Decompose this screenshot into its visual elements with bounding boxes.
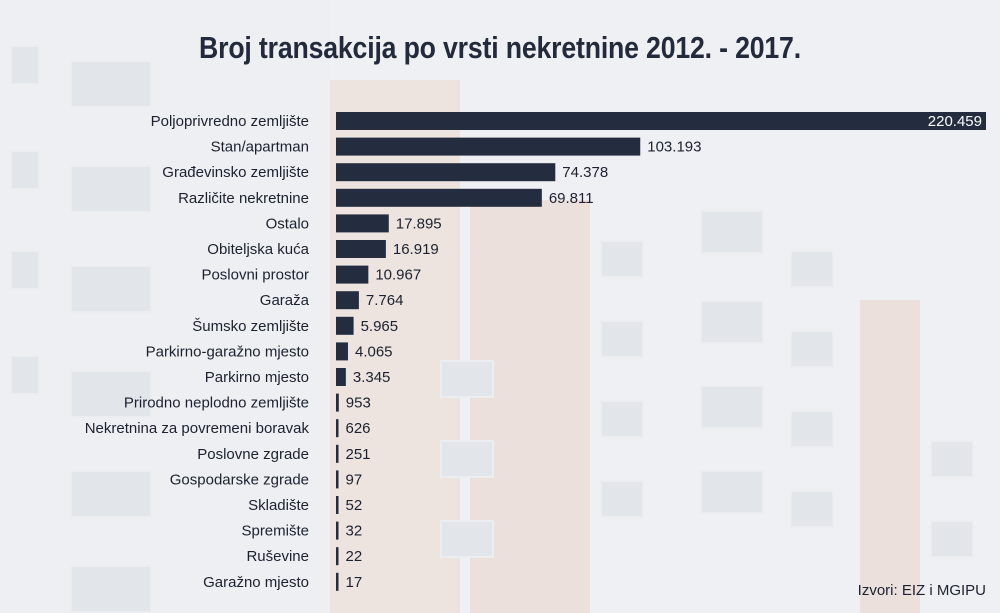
chart-title: Broj transakcija po vrsti nekretnine 201… <box>199 30 801 65</box>
category-label: Obiteljska kuća <box>207 241 309 258</box>
bar <box>336 496 339 514</box>
value-label: 4.065 <box>355 343 393 360</box>
category-label: Gospodarske zgrade <box>170 471 309 488</box>
bar <box>336 240 386 258</box>
value-label: 16.919 <box>393 241 439 258</box>
category-label: Ruševine <box>246 548 309 565</box>
category-label: Nekretnina za povremeni boravak <box>85 420 310 437</box>
category-label: Spremište <box>241 523 309 540</box>
bar <box>336 470 339 489</box>
value-label: 953 <box>346 395 371 412</box>
bar <box>336 419 339 438</box>
category-label: Poljoprivredno zemljište <box>151 113 309 130</box>
value-label: 7.764 <box>366 292 404 309</box>
value-label: 5.965 <box>361 318 399 335</box>
category-label: Skladište <box>248 497 309 514</box>
category-label: Građevinsko zemljište <box>162 164 309 181</box>
category-label: Ostalo <box>266 215 309 232</box>
category-label: Poslovne zgrade <box>197 446 309 463</box>
bar <box>336 342 348 361</box>
category-label: Različite nekretnine <box>178 190 309 207</box>
bar <box>336 265 369 284</box>
value-label: 97 <box>346 471 363 488</box>
bar <box>336 547 339 566</box>
value-label: 626 <box>346 420 371 437</box>
bar <box>336 112 986 130</box>
value-label: 22 <box>346 548 363 565</box>
source-note: Izvori: EIZ i MGIPU <box>857 582 986 599</box>
value-label: 52 <box>346 497 363 514</box>
bar <box>336 214 389 233</box>
bar <box>336 572 339 591</box>
bar <box>336 163 556 182</box>
bar <box>336 368 346 386</box>
value-label: 10.967 <box>375 267 421 284</box>
bar <box>336 521 339 540</box>
category-label: Garaža <box>260 292 310 309</box>
category-label: Prirodno neplodno zemljište <box>124 395 309 412</box>
value-label: 3.345 <box>353 369 391 386</box>
value-label: 251 <box>346 446 371 463</box>
value-label: 32 <box>346 523 363 540</box>
value-label: 220.459 <box>928 113 982 130</box>
value-label: 69.811 <box>549 190 594 207</box>
value-label: 17.895 <box>396 215 442 232</box>
category-label: Parkirno-garažno mjesto <box>146 343 309 360</box>
value-label: 74.378 <box>562 164 608 181</box>
bar <box>336 137 641 156</box>
bar <box>336 291 359 310</box>
bar <box>336 393 339 412</box>
bar <box>336 316 354 335</box>
category-label: Stan/apartman <box>211 139 309 156</box>
bar <box>336 444 339 463</box>
value-label: 17 <box>346 574 363 591</box>
category-label: Šumsko zemljište <box>192 318 309 335</box>
bar <box>336 188 542 207</box>
category-label: Poslovni prostor <box>201 267 309 284</box>
value-label: 103.193 <box>647 139 701 156</box>
category-label: Garažno mjesto <box>203 574 309 591</box>
category-label: Parkirno mjesto <box>205 369 309 386</box>
